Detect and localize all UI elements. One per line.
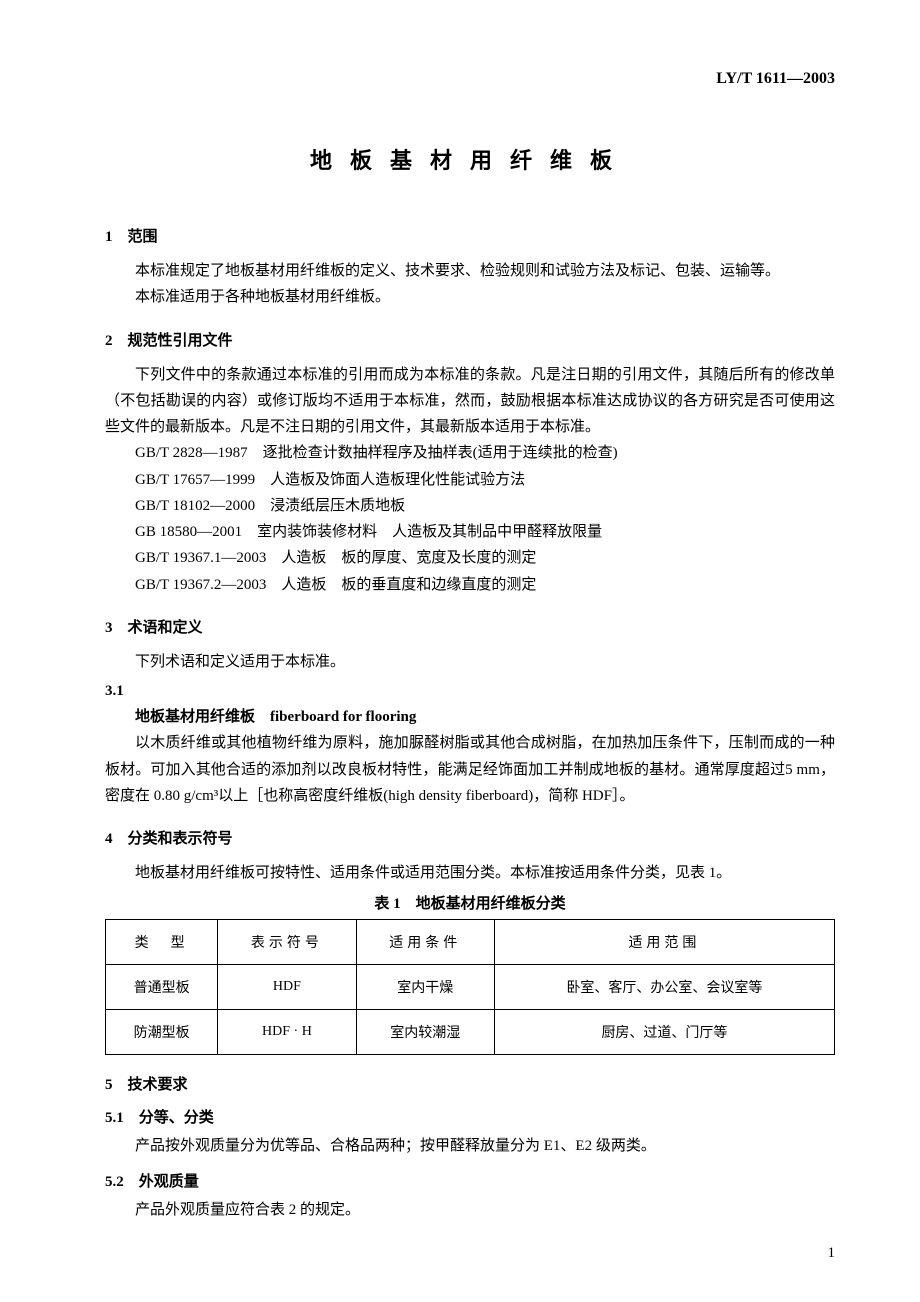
table-cell: 室内较潮湿: [356, 1010, 494, 1055]
table-1: 类 型 表示符号 适用条件 适用范围 普通型板 HDF 室内干燥 卧室、客厅、办…: [105, 919, 835, 1055]
section-1-para-2: 本标准适用于各种地板基材用纤维板。: [105, 284, 835, 310]
reference-item: GB 18580—2001 室内装饰装修材料 人造板及其制品中甲醛释放限量: [105, 519, 835, 545]
table-row: 普通型板 HDF 室内干燥 卧室、客厅、办公室、会议室等: [106, 965, 835, 1010]
page-number: 1: [828, 1245, 836, 1262]
section-5-heading: 5 技术要求: [105, 1073, 835, 1094]
section-4-para-1: 地板基材用纤维板可按特性、适用条件或适用范围分类。本标准按适用条件分类，见表 1…: [105, 860, 835, 886]
table-cell: HDF: [218, 965, 356, 1010]
reference-item: GB/T 19367.1—2003 人造板 板的厚度、宽度及长度的测定: [105, 545, 835, 571]
section-3-para-1: 下列术语和定义适用于本标准。: [105, 649, 835, 675]
reference-item: GB/T 2828—1987 逐批检查计数抽样程序及抽样表(适用于连续批的检查): [105, 440, 835, 466]
table-cell: 卧室、客厅、办公室、会议室等: [494, 965, 834, 1010]
table-header-row: 类 型 表示符号 适用条件 适用范围: [106, 920, 835, 965]
section-2-para-1: 下列文件中的条款通过本标准的引用而成为本标准的条款。凡是注日期的引用文件，其随后…: [105, 362, 835, 441]
section-1-para-1: 本标准规定了地板基材用纤维板的定义、技术要求、检验规则和试验方法及标记、包装、运…: [105, 258, 835, 284]
term-definition-title: 地板基材用纤维板 fiberboard for flooring: [105, 704, 835, 730]
section-5-2-heading: 5.2 外观质量: [105, 1170, 835, 1191]
table-header-cell: 表示符号: [218, 920, 356, 965]
table-row: 防潮型板 HDF · H 室内较潮湿 厨房、过道、门厅等: [106, 1010, 835, 1055]
reference-item: GB/T 17657—1999 人造板及饰面人造板理化性能试验方法: [105, 467, 835, 493]
table-1-caption: 表 1 地板基材用纤维板分类: [105, 892, 835, 913]
reference-item: GB/T 19367.2—2003 人造板 板的垂直度和边缘直度的测定: [105, 572, 835, 598]
section-3-para-2: 以木质纤维或其他植物纤维为原料，施加脲醛树脂或其他合成树脂，在加热加压条件下，压…: [105, 730, 835, 809]
document-title: 地板基材用纤维板: [105, 143, 835, 175]
table-cell: 防潮型板: [106, 1010, 218, 1055]
section-3-heading: 3 术语和定义: [105, 616, 835, 637]
document-id: LY/T 1611—2003: [105, 70, 835, 88]
table-cell: 室内干燥: [356, 965, 494, 1010]
table-header-cell: 适用范围: [494, 920, 834, 965]
table-cell: HDF · H: [218, 1010, 356, 1055]
section-4-heading: 4 分类和表示符号: [105, 827, 835, 848]
section-2-heading: 2 规范性引用文件: [105, 329, 835, 350]
section-3-sub-num: 3.1: [105, 683, 835, 700]
table-header-cell: 类 型: [106, 920, 218, 965]
table-cell: 普通型板: [106, 965, 218, 1010]
section-1-heading: 1 范围: [105, 225, 835, 246]
section-5-1-para: 产品按外观质量分为优等品、合格品两种；按甲醛释放量分为 E1、E2 级两类。: [105, 1133, 835, 1159]
section-5-1-heading: 5.1 分等、分类: [105, 1106, 835, 1127]
section-5-2-para: 产品外观质量应符合表 2 的规定。: [105, 1197, 835, 1223]
table-header-cell: 适用条件: [356, 920, 494, 965]
reference-item: GB/T 18102—2000 浸渍纸层压木质地板: [105, 493, 835, 519]
table-cell: 厨房、过道、门厅等: [494, 1010, 834, 1055]
